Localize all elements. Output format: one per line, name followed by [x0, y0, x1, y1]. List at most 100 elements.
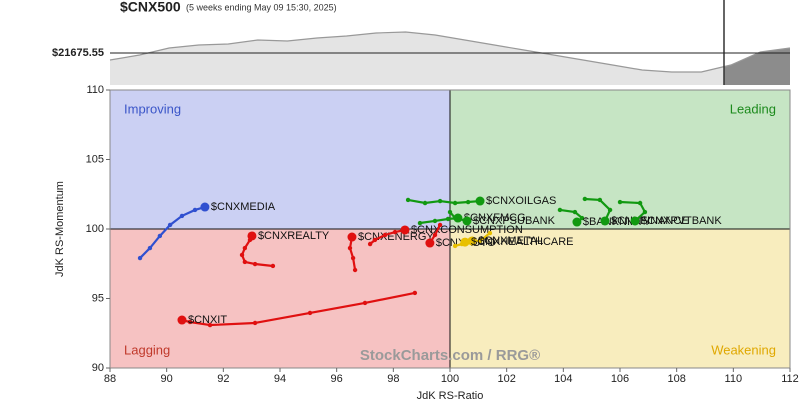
x-tick-label: 104 [554, 373, 572, 385]
x-axis-label: JdK RS-Ratio [417, 390, 484, 400]
price-area [110, 32, 790, 85]
x-tick-label: 100 [441, 373, 459, 385]
tail-head [177, 315, 187, 325]
tail-point [347, 245, 353, 251]
tail-point [187, 319, 193, 325]
tail-point [362, 300, 368, 306]
tail-point [445, 216, 451, 222]
quadrant-label: Weakening [711, 342, 776, 357]
tail-point [447, 209, 453, 215]
tail-point [179, 213, 185, 219]
series-label: $CNXPVTBANK [641, 215, 722, 227]
tail-point [352, 267, 358, 273]
y-axis-label: JdK RS-Momentum [54, 181, 66, 277]
quadrant-improving [110, 90, 450, 229]
tail-point [572, 209, 578, 215]
rrg-panel: Improving Leading Lagging Weakening StockCha… [54, 84, 799, 400]
x-tick-label: 90 [161, 373, 173, 385]
quadrant-label: Improving [124, 101, 181, 116]
tail-head [475, 196, 485, 206]
quadrant-weakening [450, 229, 790, 368]
tail-point [452, 243, 458, 249]
tail-point [372, 237, 378, 243]
watermark: StockCharts.com / RRG® [360, 347, 540, 364]
tail-point [437, 222, 443, 228]
tail-head [400, 225, 410, 235]
tail-head [467, 236, 477, 246]
tail-point [242, 245, 248, 251]
tail-head [630, 216, 640, 226]
tail-point [432, 218, 438, 224]
tail-point [557, 207, 563, 213]
chart-title: $CNX500 [120, 0, 181, 15]
tail-point [252, 261, 258, 267]
y-tick-label: 105 [86, 153, 104, 165]
tail-point [157, 233, 163, 239]
tail-head [200, 202, 210, 212]
tails: $CNXMEDIA$CNXIT$CNXREALTY $CNXENERGY$CNXC… [137, 195, 722, 328]
tail-point [239, 252, 245, 258]
tail-point [392, 229, 398, 235]
x-tick-label: 92 [217, 373, 229, 385]
series-label: $CNXPSUBANK [473, 215, 556, 227]
tail-point [465, 199, 471, 205]
tail-head [600, 216, 610, 226]
series-label: $CNXREALTY [258, 230, 330, 242]
x-tick-label: 108 [667, 373, 685, 385]
x-tick-label: 110 [725, 373, 743, 385]
tail-line [584, 197, 612, 222]
series-label: $CNXMETAL [478, 235, 543, 247]
tail-point [637, 200, 643, 206]
x-tick-label: 96 [331, 373, 343, 385]
tail-point [350, 255, 356, 261]
series-label: $CNXFMCG [464, 212, 526, 224]
price-panel: $21675.55 [52, 0, 791, 85]
series-label: $CNXFINANCE [611, 215, 689, 227]
tail-point [597, 197, 603, 203]
series-label: $CNXHEALTHCARE [471, 236, 574, 248]
tail-point [252, 320, 258, 326]
tail-point [405, 197, 411, 203]
y-tick-label: 100 [86, 223, 104, 235]
tail-point [487, 230, 493, 236]
tail-point [137, 255, 143, 261]
tail-head [347, 232, 357, 242]
x-tick-label: 94 [274, 373, 286, 385]
tail-point [607, 207, 613, 213]
tail-point [242, 259, 248, 265]
tail-point [147, 245, 153, 251]
y-tick-label: 90 [92, 362, 104, 374]
series-label: $CNXMEDIA [211, 201, 276, 213]
tail-point [192, 207, 198, 213]
tail-head [572, 217, 582, 227]
quadrant-leading [450, 90, 790, 229]
price-area-latest [724, 48, 790, 85]
tail-head [460, 237, 470, 247]
tail-point [167, 222, 173, 228]
tail-point [642, 209, 648, 215]
series-label: $CNXOILGAS [486, 195, 556, 207]
tail-line [348, 236, 357, 271]
x-tick-label: 102 [497, 373, 515, 385]
y-tick-label: 110 [86, 84, 104, 96]
tail-point [270, 263, 276, 269]
reference-label: $21675.55 [52, 47, 104, 59]
chart-subtitle: (5 weeks ending May 09 15:30, 2025) [186, 2, 337, 12]
tail-point [437, 198, 443, 204]
x-tick-label: 112 [781, 373, 799, 385]
tail-head [425, 238, 435, 248]
series-label: $CNXIT [188, 314, 227, 326]
tail-head [247, 231, 257, 241]
tail-point [582, 196, 588, 202]
tail-point [367, 241, 373, 247]
tail-line [619, 200, 647, 222]
x-tick-label: 98 [387, 373, 399, 385]
tail-point [422, 200, 428, 206]
tail-point [617, 199, 623, 205]
tail-point [207, 322, 213, 328]
x-tick-label: 106 [611, 373, 629, 385]
x-tick-label: 88 [104, 373, 116, 385]
tail-point [452, 200, 458, 206]
tail-point [477, 238, 483, 244]
